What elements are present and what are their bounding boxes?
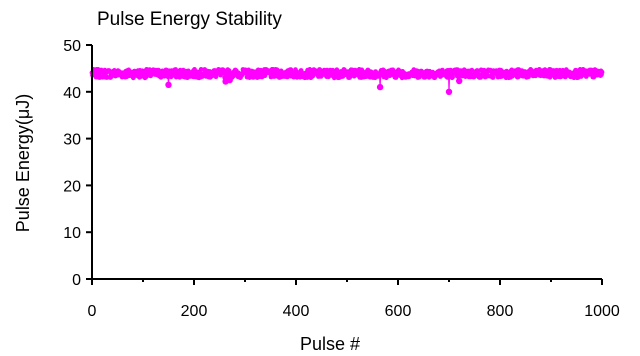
y-tick-label: 40 <box>63 85 81 102</box>
y-tick-label: 50 <box>63 38 81 55</box>
plot-area <box>89 67 605 96</box>
chart-title: Pulse Energy Stability <box>97 9 282 30</box>
x-tick-label: 200 <box>181 303 208 320</box>
y-tick-label: 30 <box>63 132 81 149</box>
x-axis-title: Pulse # <box>300 334 360 354</box>
data-point <box>198 67 204 72</box>
outlier-point <box>376 83 384 91</box>
outlier-point <box>456 77 463 85</box>
data-point <box>599 69 605 75</box>
x-tick-label: 1000 <box>584 303 620 320</box>
x-tick-label: 400 <box>283 303 310 320</box>
x-tick-label: 600 <box>385 303 412 320</box>
outlier-point <box>165 81 172 89</box>
data-point <box>490 75 496 80</box>
data-point <box>104 75 110 80</box>
y-tick-label: 20 <box>63 178 81 195</box>
x-tick-label: 0 <box>88 303 97 320</box>
x-tick-label: 800 <box>487 303 514 320</box>
y-axis-title: Pulse Energy(μJ) <box>13 94 33 232</box>
outlier-point <box>445 88 453 96</box>
axes: 0 10 20 30 40 50 0 200 400 600 800 1000 <box>63 38 620 320</box>
y-tick-label: 0 <box>72 272 81 289</box>
data-point <box>334 67 340 73</box>
y-tick-label: 10 <box>63 225 81 242</box>
